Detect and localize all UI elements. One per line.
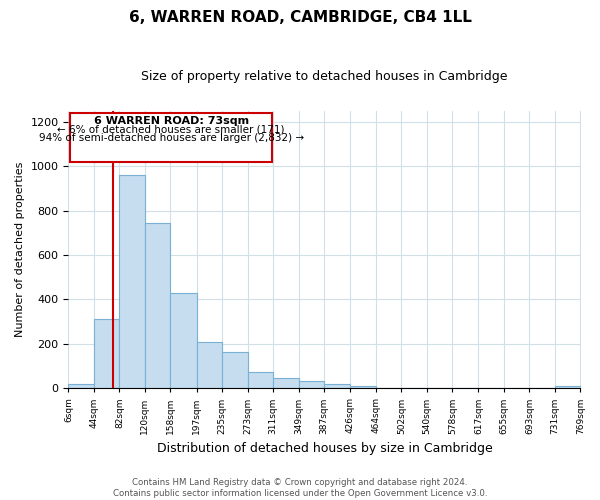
Bar bbox=[555, 386, 581, 388]
Bar bbox=[299, 381, 324, 388]
X-axis label: Distribution of detached houses by size in Cambridge: Distribution of detached houses by size … bbox=[157, 442, 493, 455]
Bar bbox=[119, 175, 145, 388]
Bar bbox=[94, 320, 119, 388]
Bar bbox=[170, 292, 197, 388]
Text: Contains HM Land Registry data © Crown copyright and database right 2024.
Contai: Contains HM Land Registry data © Crown c… bbox=[113, 478, 487, 498]
Bar bbox=[350, 386, 376, 388]
Bar bbox=[324, 384, 350, 388]
Bar bbox=[145, 222, 170, 388]
Text: 6 WARREN ROAD: 73sqm: 6 WARREN ROAD: 73sqm bbox=[94, 116, 248, 126]
Title: Size of property relative to detached houses in Cambridge: Size of property relative to detached ho… bbox=[141, 70, 508, 83]
Bar bbox=[248, 372, 273, 388]
Bar bbox=[197, 342, 222, 388]
Bar bbox=[222, 352, 248, 389]
Text: 94% of semi-detached houses are larger (2,832) →: 94% of semi-detached houses are larger (… bbox=[38, 133, 304, 143]
Bar bbox=[70, 113, 272, 162]
Bar bbox=[68, 384, 94, 388]
Text: ← 6% of detached houses are smaller (171): ← 6% of detached houses are smaller (171… bbox=[58, 125, 285, 135]
Text: 6, WARREN ROAD, CAMBRIDGE, CB4 1LL: 6, WARREN ROAD, CAMBRIDGE, CB4 1LL bbox=[128, 10, 472, 25]
Y-axis label: Number of detached properties: Number of detached properties bbox=[15, 162, 25, 337]
Bar bbox=[273, 378, 299, 388]
